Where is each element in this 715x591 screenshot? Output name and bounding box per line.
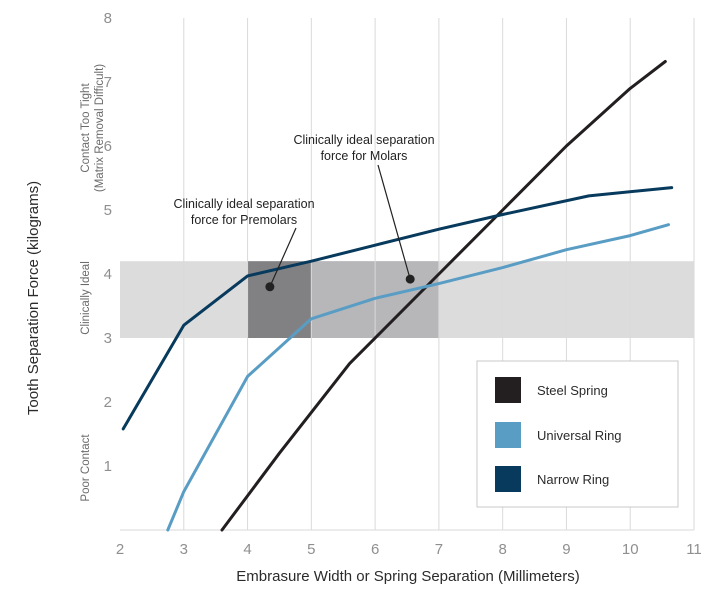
y-tick-label-3: 3 xyxy=(104,330,112,347)
annotation-premolars-line1: Clinically ideal separation xyxy=(173,197,314,211)
x-tick-label-2: 2 xyxy=(116,541,124,558)
series-layer xyxy=(121,60,674,532)
legend-label-narrow-ring: Narrow Ring xyxy=(537,472,609,487)
annotation-leader-1 xyxy=(377,164,411,280)
x-tick-label-4: 4 xyxy=(243,541,251,558)
x-tick-label-9: 9 xyxy=(562,541,570,558)
x-tick-label-5: 5 xyxy=(307,541,315,558)
y-tick-label-8: 8 xyxy=(104,10,112,27)
series-line-steel-spring xyxy=(220,60,667,532)
legend-label-steel-spring: Steel Spring xyxy=(537,383,608,398)
legend-label-universal-ring: Universal Ring xyxy=(537,428,622,443)
x-tick-label-7: 7 xyxy=(435,541,443,558)
annotation-dot-1 xyxy=(405,274,415,284)
x-tick-label-6: 6 xyxy=(371,541,379,558)
y-tick-label-1: 1 xyxy=(104,458,112,475)
x-tick-label-11: 11 xyxy=(686,541,702,558)
annotation-molars-line1: Clinically ideal separation xyxy=(293,133,434,147)
series-line-universal-ring xyxy=(166,223,670,532)
ideal-band-layer xyxy=(120,261,694,338)
legend-swatch-narrow-ring xyxy=(495,466,521,492)
x-tick-label-10: 10 xyxy=(622,541,639,558)
zone-label-tight-line1: Contact Too Tight xyxy=(80,83,92,173)
y-tick-label-6: 6 xyxy=(104,138,112,155)
y-axis-title: Tooth Separation Force (kilograms) xyxy=(25,181,42,415)
annotation-leader-0 xyxy=(269,227,297,288)
annotation-layer: Clinically ideal separation force for Pr… xyxy=(173,133,435,292)
x-axis-title: Embrasure Width or Spring Separation (Mi… xyxy=(236,568,579,585)
y-tick-label-7: 7 xyxy=(104,74,112,91)
annotation-dot-0 xyxy=(265,282,275,292)
zone-label-poor: Poor Contact xyxy=(80,434,92,502)
x-tick-label-3: 3 xyxy=(180,541,188,558)
annotation-premolars-line2: force for Premolars xyxy=(191,213,297,227)
annotation-molars-line2: force for Molars xyxy=(321,149,408,163)
zone-label-tight-line2: (Matrix Removal Difficult) xyxy=(94,64,106,192)
legend: Steel Spring Universal Ring Narrow Ring xyxy=(476,360,679,508)
zone-label-ideal: Clinically Ideal xyxy=(80,261,92,335)
legend-swatch-universal-ring xyxy=(495,422,521,448)
y-tick-label-2: 2 xyxy=(104,394,112,411)
y-tick-label-5: 5 xyxy=(104,202,112,219)
x-tick-label-8: 8 xyxy=(498,541,506,558)
y-tick-label-4: 4 xyxy=(104,266,112,283)
series-line-narrow-ring xyxy=(121,186,674,431)
legend-swatch-steel-spring xyxy=(495,377,521,403)
